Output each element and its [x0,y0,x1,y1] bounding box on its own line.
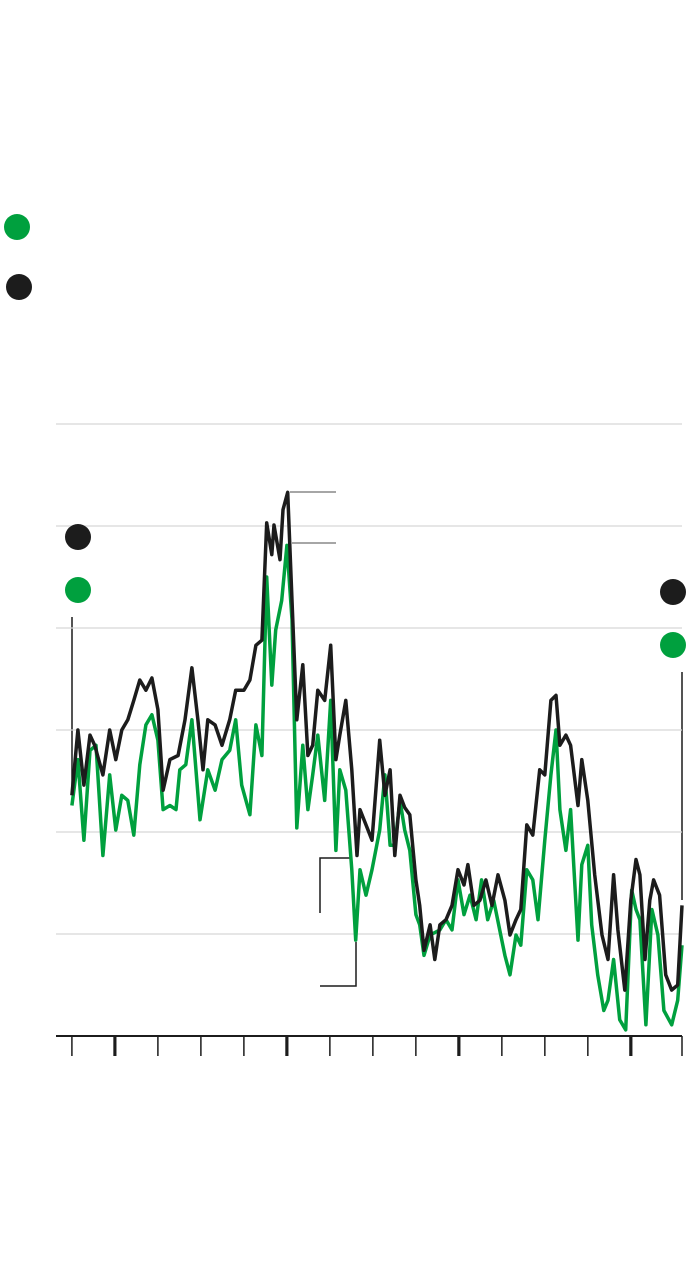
annotations [71,491,683,987]
series-line [70,490,684,992]
plot [56,423,684,1056]
series-line [70,543,684,1032]
end-dot [660,579,686,605]
legend-dot [4,214,30,240]
start-dot [65,524,91,550]
start-dot [65,577,91,603]
legend-dot [6,274,32,300]
bracket [320,942,357,987]
bracket [319,857,352,913]
end-dot [660,632,686,658]
